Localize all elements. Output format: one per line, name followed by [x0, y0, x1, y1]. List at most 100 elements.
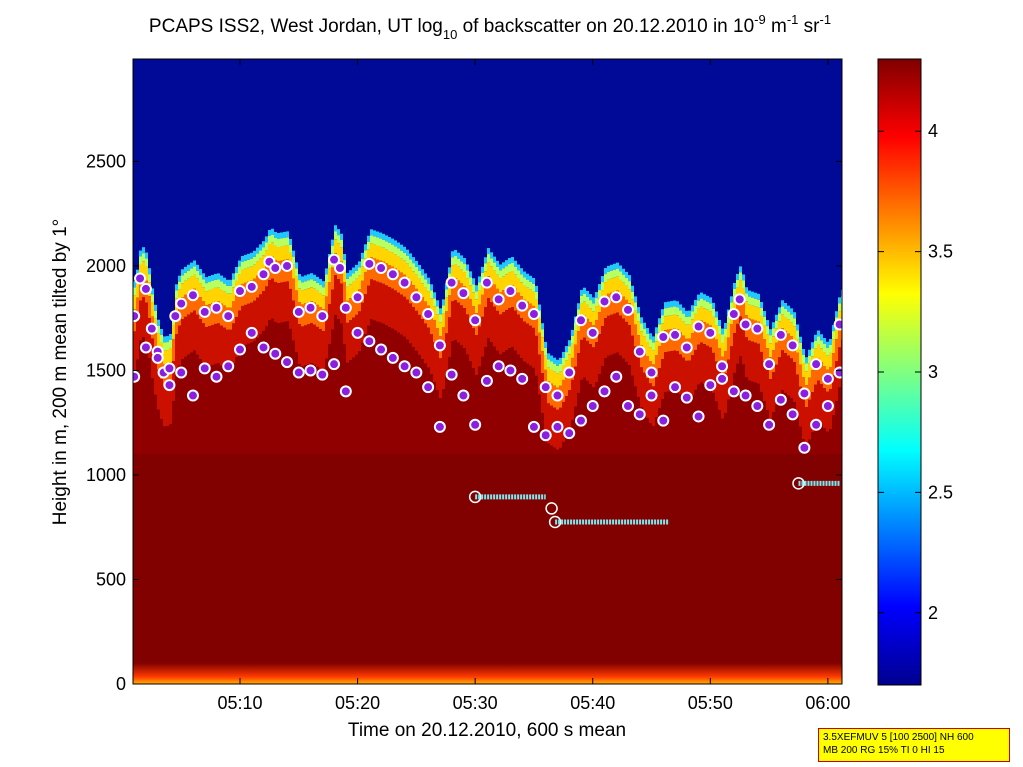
heat-cell — [508, 264, 511, 273]
heat-cell — [493, 306, 496, 347]
cloud-top-point — [375, 262, 388, 275]
heat-cell — [592, 297, 595, 304]
heat-cell — [634, 296, 637, 303]
heat-cell — [478, 326, 481, 367]
colorbar — [877, 58, 922, 686]
heat-cell — [598, 298, 601, 313]
heat-cell — [271, 242, 274, 257]
heat-cell — [139, 250, 142, 257]
heat-cell — [775, 314, 778, 321]
heat-cell — [757, 293, 760, 300]
heat-cell — [661, 337, 664, 360]
heat-cell — [700, 342, 703, 383]
heat-cell — [469, 285, 472, 300]
heat-cell — [370, 279, 373, 320]
heat-cell — [466, 264, 469, 271]
heat-cell — [799, 386, 802, 427]
heat-cell — [325, 268, 328, 275]
heat-cell — [199, 275, 202, 284]
heat-cell — [388, 286, 391, 327]
heat-cell — [721, 328, 724, 335]
mixing-layer-point — [622, 399, 635, 412]
heat-cell — [337, 279, 340, 320]
heat-cell — [415, 266, 418, 275]
heat-cell — [334, 275, 337, 316]
heat-cell — [718, 369, 721, 410]
heat-cell — [406, 277, 409, 300]
heat-cell — [622, 274, 625, 283]
heat-cell — [469, 299, 472, 322]
x-axis: 05:10 05:20 05:30 05:40 05:50 06:00 — [217, 59, 850, 713]
heat-cell — [511, 263, 514, 272]
heat-cell — [484, 257, 487, 264]
heat-cell — [133, 663, 842, 684]
heat-cell — [778, 313, 781, 322]
heat-cell — [580, 339, 583, 380]
heat-cell — [463, 308, 466, 349]
heat-cell — [352, 281, 355, 296]
mixing-layer-point — [257, 341, 270, 354]
cloud-top-point — [704, 326, 717, 339]
heat-cell — [775, 342, 778, 365]
heat-cell — [535, 335, 538, 376]
heat-cell — [166, 386, 169, 427]
heat-cell — [232, 287, 235, 302]
mixing-layer-point — [716, 372, 729, 385]
heat-cell — [835, 311, 838, 318]
heat-cell — [745, 293, 748, 302]
heat-cell — [760, 351, 763, 392]
heat-cell — [226, 279, 229, 286]
heat-cell — [766, 326, 769, 335]
heat-cell — [349, 270, 352, 277]
heat-cell — [310, 279, 313, 288]
mixing-layer-point — [292, 366, 305, 379]
heat-cell — [511, 257, 514, 264]
cloud-top-point — [257, 268, 270, 281]
heat-cell — [715, 311, 718, 318]
heat-cell — [289, 252, 292, 267]
heat-cell — [604, 282, 607, 297]
cloud-top-point — [163, 362, 176, 375]
stable-layer-marker — [792, 477, 805, 490]
heat-cell — [277, 233, 280, 240]
heat-cell — [508, 286, 511, 309]
heat-cell — [424, 287, 427, 302]
heat-cell — [616, 276, 619, 291]
heat-cell — [826, 347, 829, 356]
heat-cell — [181, 319, 184, 360]
cloud-top-point — [457, 287, 470, 300]
heat-cell — [274, 281, 277, 322]
heat-cell — [202, 323, 205, 364]
heat-cell — [808, 377, 811, 400]
heat-cell — [817, 344, 820, 359]
cloud-top-point — [198, 305, 211, 318]
heat-cell — [400, 244, 403, 251]
title-unit-sr: sr — [798, 16, 820, 37]
heat-cell — [688, 310, 691, 317]
heat-cell — [490, 258, 493, 267]
heat-cell — [694, 305, 697, 314]
heat-cell — [328, 282, 331, 305]
heat-cell — [220, 281, 223, 290]
cloud-top-point — [469, 314, 482, 327]
heat-cell — [664, 352, 667, 393]
plot-area — [133, 59, 842, 684]
heat-cell — [619, 315, 622, 356]
heat-cell — [514, 266, 517, 275]
heat-cell — [496, 266, 499, 275]
heat-cell — [469, 321, 472, 362]
heat-cell — [355, 292, 358, 315]
heat-cell — [346, 272, 349, 279]
heat-cell — [301, 326, 304, 367]
cloud-top-point — [833, 318, 842, 331]
heat-cell — [460, 261, 463, 270]
mixing-layer-point — [669, 381, 682, 394]
heat-cell — [403, 296, 406, 337]
heat-cell — [184, 266, 187, 273]
heat-cell — [328, 260, 331, 269]
heat-cell — [697, 300, 700, 309]
heat-cell — [433, 306, 436, 321]
heat-cell — [775, 364, 778, 405]
heat-cell — [748, 304, 751, 319]
heat-cell — [397, 256, 400, 271]
